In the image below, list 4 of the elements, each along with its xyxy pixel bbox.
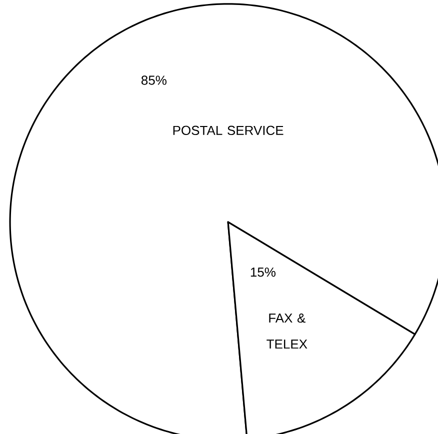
slice-label: POSTAL SERVICE [173, 126, 284, 136]
data-label: 85% [141, 76, 166, 85]
category-label: FAX & TELEX [266, 314, 308, 349]
data-label: 15% [250, 268, 276, 277]
